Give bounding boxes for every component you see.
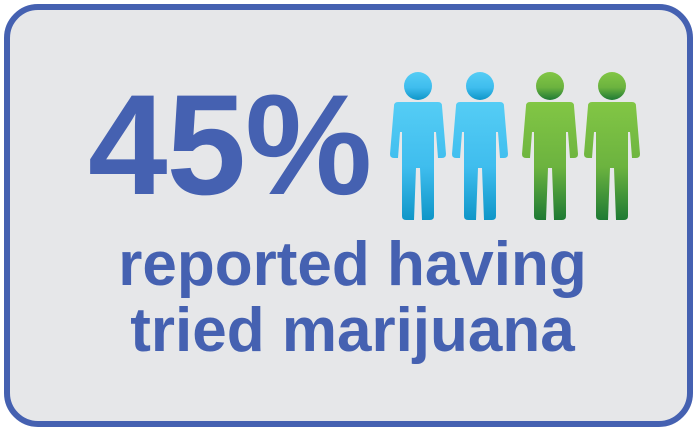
person-icon [584, 72, 640, 220]
infographic-card: 45% [4, 4, 693, 427]
people-icons-group [390, 72, 640, 220]
person-icon [390, 72, 446, 220]
caption-line-2: tried marijuana [130, 296, 575, 365]
stat-percentage: 45% [88, 66, 372, 225]
person-icon [452, 72, 508, 220]
caption: reported having tried marijuana [10, 232, 695, 364]
caption-line-1: reported having [118, 230, 587, 299]
person-icon [522, 72, 578, 220]
